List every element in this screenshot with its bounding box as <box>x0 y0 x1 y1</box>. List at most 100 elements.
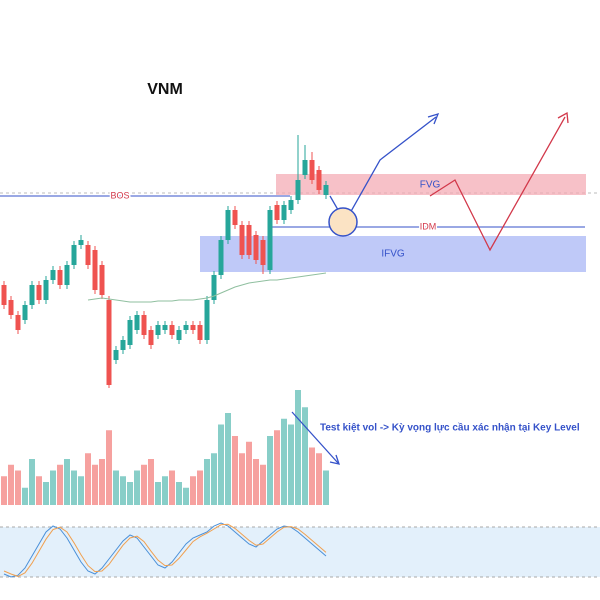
volume-bar <box>22 487 28 505</box>
projection-up <box>329 116 437 224</box>
candle-body <box>190 325 196 330</box>
volume-bar <box>183 487 189 505</box>
volume-bar <box>295 390 301 505</box>
volume-bar <box>260 464 266 505</box>
volume-bar <box>85 453 91 505</box>
volume-bar <box>71 470 77 505</box>
candle-body <box>78 240 84 245</box>
volume-bar <box>190 476 196 505</box>
volume-bar <box>169 470 175 505</box>
volume-bar <box>113 470 119 505</box>
candle-body <box>134 315 140 330</box>
volume-bar <box>57 464 63 505</box>
candle-body <box>85 245 91 265</box>
volume-bar <box>246 441 252 505</box>
volume-bar <box>281 418 287 505</box>
fvg-label: FVG <box>420 180 441 191</box>
candle-body <box>141 315 147 335</box>
plot <box>1 135 329 578</box>
candle-body <box>106 300 112 385</box>
candle-body <box>148 330 154 345</box>
volume-bar <box>99 459 105 505</box>
volume-bar <box>309 447 315 505</box>
volume-bar <box>106 430 112 505</box>
candle-body <box>225 210 231 240</box>
volume-bar <box>204 459 210 505</box>
candle-body <box>183 325 189 330</box>
volume-bar <box>302 407 308 505</box>
candle-body <box>99 265 105 295</box>
volume-bar <box>176 482 182 505</box>
candle-body <box>8 300 14 315</box>
arrow-head <box>557 111 569 124</box>
volume-bar <box>211 453 217 505</box>
volume-bar <box>43 482 49 505</box>
volume-bar <box>1 476 7 505</box>
volume-bar <box>155 482 161 505</box>
test-circle <box>328 207 358 237</box>
volume-bar <box>197 470 203 505</box>
candle-body <box>239 225 245 255</box>
ifvg-label: IFVG <box>381 249 405 260</box>
candle-body <box>309 160 315 180</box>
candle-body <box>288 200 294 210</box>
candle-body <box>22 305 28 320</box>
annotation: Test kiệt vol -> Kỳ vọng lực cầu xác nhậ… <box>320 422 580 434</box>
moving-average <box>87 272 327 303</box>
volume-bar <box>127 482 133 505</box>
candle-body <box>232 210 238 225</box>
candle-body <box>92 250 98 290</box>
volume-bar <box>239 453 245 505</box>
volume-bar <box>29 459 35 505</box>
volume-bar <box>50 470 56 505</box>
volume-bar <box>323 470 329 505</box>
volume-bar <box>64 459 70 505</box>
candle-body <box>204 300 210 340</box>
candle-body <box>176 330 182 340</box>
candle-body <box>15 315 21 330</box>
volume-bar <box>253 459 259 505</box>
oscillator-band <box>0 527 600 577</box>
candle-body <box>162 325 168 330</box>
volume-bar <box>148 459 154 505</box>
candle-body <box>197 325 203 340</box>
volume-bar <box>134 470 140 505</box>
candle-body <box>253 235 259 260</box>
volume-bar <box>288 424 294 505</box>
candle-body <box>281 205 287 220</box>
candle-body <box>246 225 252 255</box>
candle-body <box>211 275 217 300</box>
volume-arrow <box>291 411 339 464</box>
candle-body <box>155 325 161 335</box>
volume-bar <box>316 453 322 505</box>
arrow-head <box>329 454 340 465</box>
candle-body <box>64 265 70 285</box>
oscillator-line <box>3 523 327 577</box>
candle-body <box>50 270 56 280</box>
volume-bar <box>36 476 42 505</box>
candle-body <box>57 270 63 285</box>
volume-bar <box>225 413 231 505</box>
candle-body <box>267 210 273 270</box>
projection-alt <box>429 116 566 252</box>
volume-bar <box>218 424 224 505</box>
candle-body <box>29 285 35 305</box>
volume-bar <box>78 476 84 505</box>
candle-body <box>218 240 224 275</box>
volume-bar <box>141 464 147 505</box>
idm-label: IDM <box>420 221 437 231</box>
volume-bar <box>274 430 280 505</box>
candle-body <box>71 245 77 265</box>
candle-body <box>302 160 308 175</box>
candle-body <box>120 340 126 350</box>
fvg-zone <box>276 174 586 195</box>
candle-body <box>323 185 329 195</box>
candle-body <box>127 320 133 345</box>
volume-bar <box>232 436 238 505</box>
candle-body <box>1 285 7 305</box>
volume-bar <box>267 436 273 505</box>
candle-body <box>260 240 266 265</box>
candle-body <box>43 280 49 300</box>
bos-label: BOS <box>110 190 129 200</box>
volume-bar <box>120 476 126 505</box>
